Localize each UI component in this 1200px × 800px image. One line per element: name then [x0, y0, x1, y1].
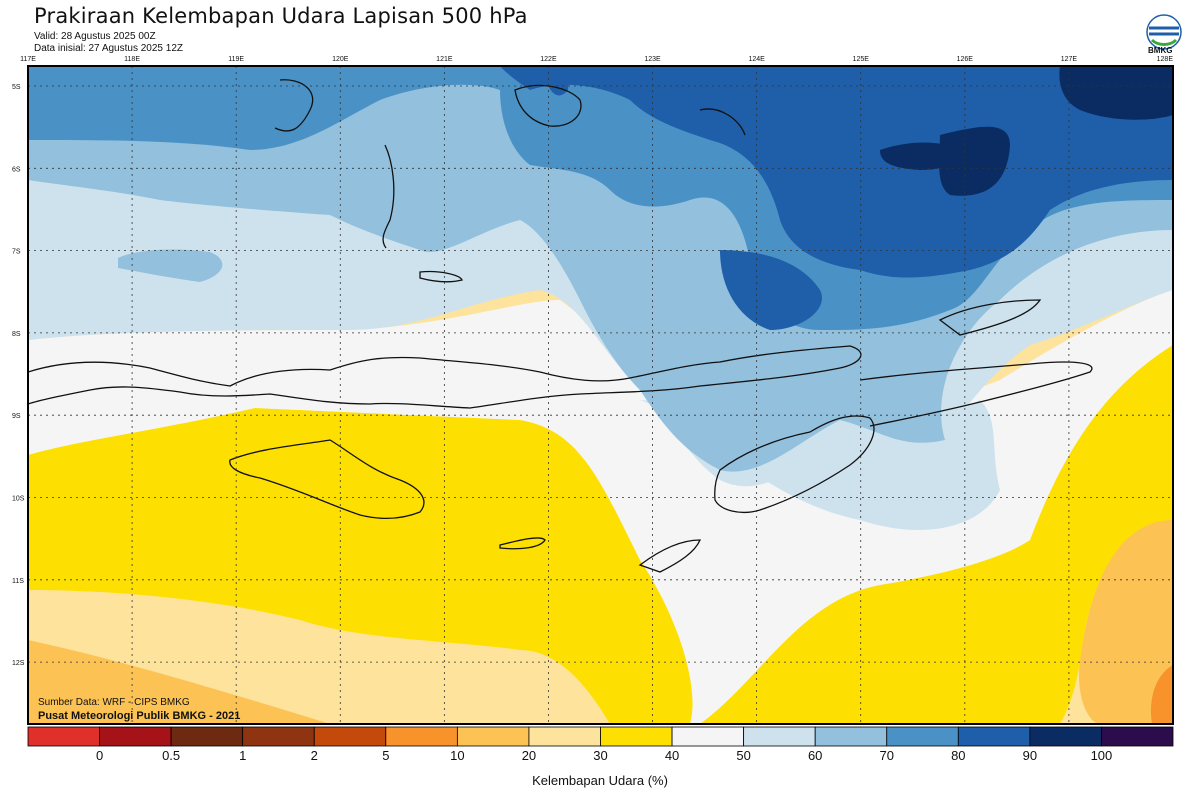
colorbar-swatch [242, 726, 315, 747]
longitude-label: 120E [332, 56, 349, 63]
colorbar-ticks: 0 0.5 1 2 5 10 20 30 40 50 60 70 80 90 100 [96, 748, 1112, 763]
longitude-label: 125E [853, 56, 870, 63]
longitude-label: 126E [957, 56, 974, 63]
field-60-70-patch [440, 197, 520, 220]
colorbar-swatch [743, 726, 816, 747]
latitude-label: 7S [12, 249, 21, 256]
field-10-20-se [1079, 510, 1173, 724]
colorbar-swatch [456, 726, 530, 747]
longitude-label: 128E [1157, 56, 1174, 63]
valid-time: Valid: 28 Agustus 2025 00Z [34, 31, 156, 42]
colorbar-tick-label: 1 [239, 748, 246, 763]
latitude-labels: 5S 6S 7S 8S 9S 10S 11S 12S [12, 84, 25, 667]
coastlines [28, 79, 1093, 573]
banda-islands [699, 108, 746, 136]
colorbar-tick-label: 80 [951, 748, 965, 763]
colorbar-swatch [99, 726, 172, 747]
page-title: Prakiraan Kelembapan Udara Lapisan 500 h… [34, 4, 528, 28]
colorbar-swatch [313, 726, 387, 747]
logo-text: BMKG [1148, 46, 1173, 55]
colorbar-tick-label: 40 [665, 748, 679, 763]
field-80-90 [500, 66, 1173, 278]
colorbar-tick-label: 30 [593, 748, 607, 763]
lesser-sunda-coast [28, 345, 862, 409]
bmkg-logo-icon [1146, 14, 1182, 50]
colorbar-tick-label: 0 [96, 748, 103, 763]
humidity-fields [28, 66, 1173, 724]
colorbar-swatch [814, 726, 888, 747]
latitude-label: 8S [12, 331, 21, 338]
latitude-label: 10S [12, 496, 25, 503]
sulawesi-west-coast [274, 79, 314, 132]
colorbar-tick-label: 10 [450, 748, 464, 763]
colorbar-tick-label: 0.5 [162, 748, 180, 763]
arafura-boundary [859, 361, 1093, 427]
longitude-label: 123E [644, 56, 661, 63]
longitude-labels: 117E 118E 119E 120E 121E 122E 123E 124E 125E 126E… [20, 56, 1173, 63]
longitude-label: 122E [540, 56, 557, 63]
field-90-100-ne [1059, 66, 1173, 120]
field-80-90-patch [720, 250, 822, 330]
field-40-50 [28, 290, 1173, 724]
colorbar-tick-label: 20 [522, 748, 536, 763]
selayar-island [419, 270, 463, 283]
colorbar-swatch [671, 726, 745, 747]
field-60-70-islet [118, 249, 223, 282]
sulawesi-south-coast [382, 144, 395, 249]
field-10-20-sw [28, 640, 330, 724]
colorbar-tick-label: 70 [880, 748, 894, 763]
graticule [28, 66, 1173, 724]
initial-time: Data inisial: 27 Agustus 2025 12Z [34, 43, 183, 54]
colorbar-swatch [886, 726, 959, 747]
colorbar-tick-label: 100 [1091, 748, 1113, 763]
field-30-40-east [700, 345, 1173, 724]
colorbar-swatch [27, 726, 100, 747]
colorbar-swatch [1029, 726, 1102, 747]
longitude-label: 119E [228, 56, 244, 63]
colorbar-label: Kelembapan Udara (%) [532, 773, 668, 788]
colorbar-tick-label: 2 [311, 748, 318, 763]
rote-island [638, 539, 701, 573]
colorbar-swatch [385, 726, 458, 747]
longitude-label: 121E [436, 56, 453, 63]
colorbar-swatch [600, 726, 673, 747]
longitude-label: 124E [748, 56, 765, 63]
colorbar-swatch [957, 726, 1031, 747]
colorbar-swatch [528, 726, 601, 747]
latitude-label: 9S [12, 413, 21, 420]
latitude-label: 6S [12, 166, 21, 173]
publisher: Pusat Meteorologi Publik BMKG - 2021 [38, 710, 241, 722]
colorbar-swatch [170, 726, 244, 747]
latitude-label: 5S [12, 84, 21, 91]
longitude-label: 127E [1061, 56, 1078, 63]
longitude-label: 117E [20, 56, 36, 63]
colorbar-tick-label: 60 [808, 748, 822, 763]
colorbar-swatch [1101, 726, 1174, 747]
colorbar-tick-label: 50 [736, 748, 750, 763]
latitude-label: 12S [12, 660, 25, 667]
data-source: Sumber Data: WRF - CIPS BMKG [38, 697, 190, 708]
sumba-island [229, 439, 425, 520]
field-30-40-west [28, 408, 693, 724]
sawu-island [499, 537, 546, 550]
colorbar-tick-label: 5 [382, 748, 389, 763]
colorbar-tick-label: 90 [1023, 748, 1037, 763]
colorbar [27, 726, 1174, 747]
latitude-label: 11S [12, 578, 24, 585]
field-5-10 [1150, 665, 1173, 724]
timor-island-north [714, 415, 875, 514]
map-frame [27, 65, 1174, 725]
tanimbar-coast [938, 299, 1042, 336]
longitude-label: 118E [124, 56, 140, 63]
field-90-100-b [939, 126, 1010, 196]
